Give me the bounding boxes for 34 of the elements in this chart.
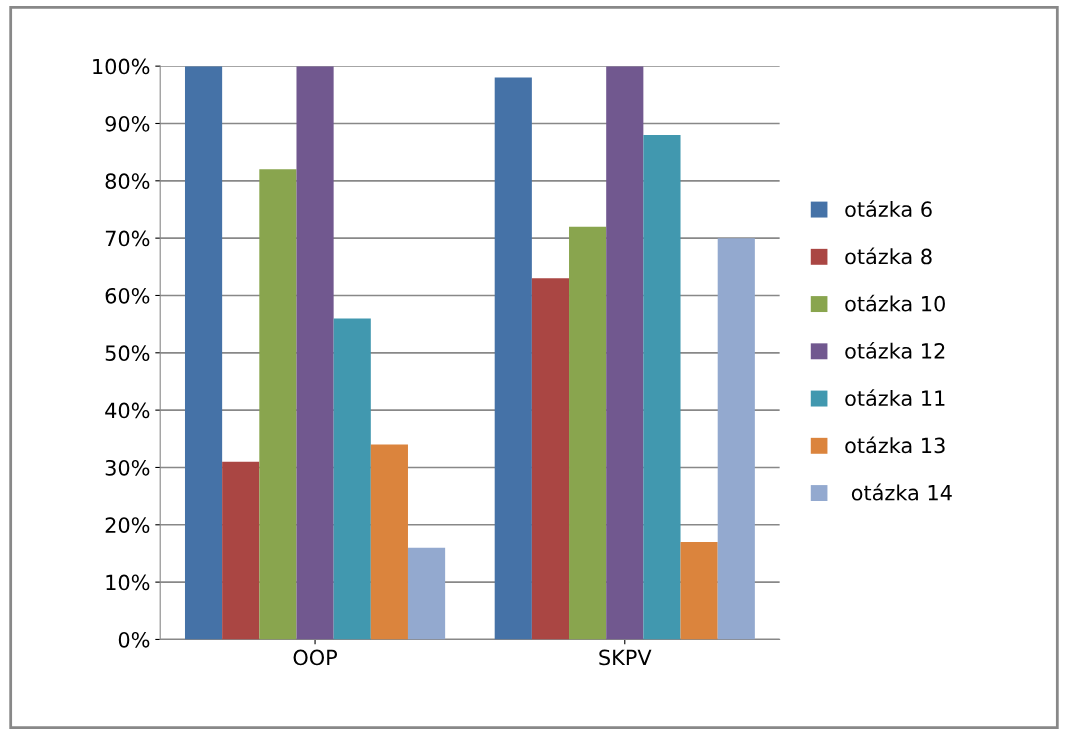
- y-tick-label: 50%: [105, 345, 150, 362]
- x-tick-label: SKPV: [599, 649, 652, 666]
- bar: [569, 226, 607, 640]
- bar: [333, 318, 371, 640]
- y-tick-label: 100%: [93, 58, 150, 75]
- bar: [531, 278, 570, 640]
- y-tick-label: 70%: [105, 230, 150, 247]
- bar: [296, 66, 334, 640]
- legend-label: otázka 12: [845, 341, 945, 359]
- legend-label: otázka 8: [845, 247, 932, 265]
- bar: [222, 461, 260, 640]
- legend-label: otázka 11: [845, 389, 945, 407]
- y-tick-label: 90%: [105, 115, 150, 132]
- x-tick-label: OOP: [293, 649, 338, 666]
- y-tick-label: 10%: [106, 574, 150, 591]
- y-tick-label: 20%: [105, 517, 150, 533]
- bar: [606, 66, 644, 640]
- bar: [494, 77, 532, 640]
- legend-label: otázka 13: [845, 436, 945, 454]
- y-tick-label: 60%: [105, 287, 150, 304]
- y-tick-label: 40%: [105, 402, 150, 419]
- bar: [717, 238, 755, 640]
- bar: [184, 66, 223, 640]
- y-tick-label: 0%: [118, 631, 150, 648]
- bar: [643, 134, 681, 640]
- bar: [370, 444, 408, 640]
- legend-label: otázka 6: [845, 200, 932, 218]
- y-tick-label: 80%: [105, 173, 150, 190]
- legend-label: otázka 10: [845, 294, 945, 312]
- bar: [407, 547, 446, 640]
- bar: [680, 541, 718, 640]
- y-tick-label: 30%: [105, 459, 150, 476]
- legend-label: otázka 14: [851, 483, 952, 501]
- bar: [259, 169, 297, 640]
